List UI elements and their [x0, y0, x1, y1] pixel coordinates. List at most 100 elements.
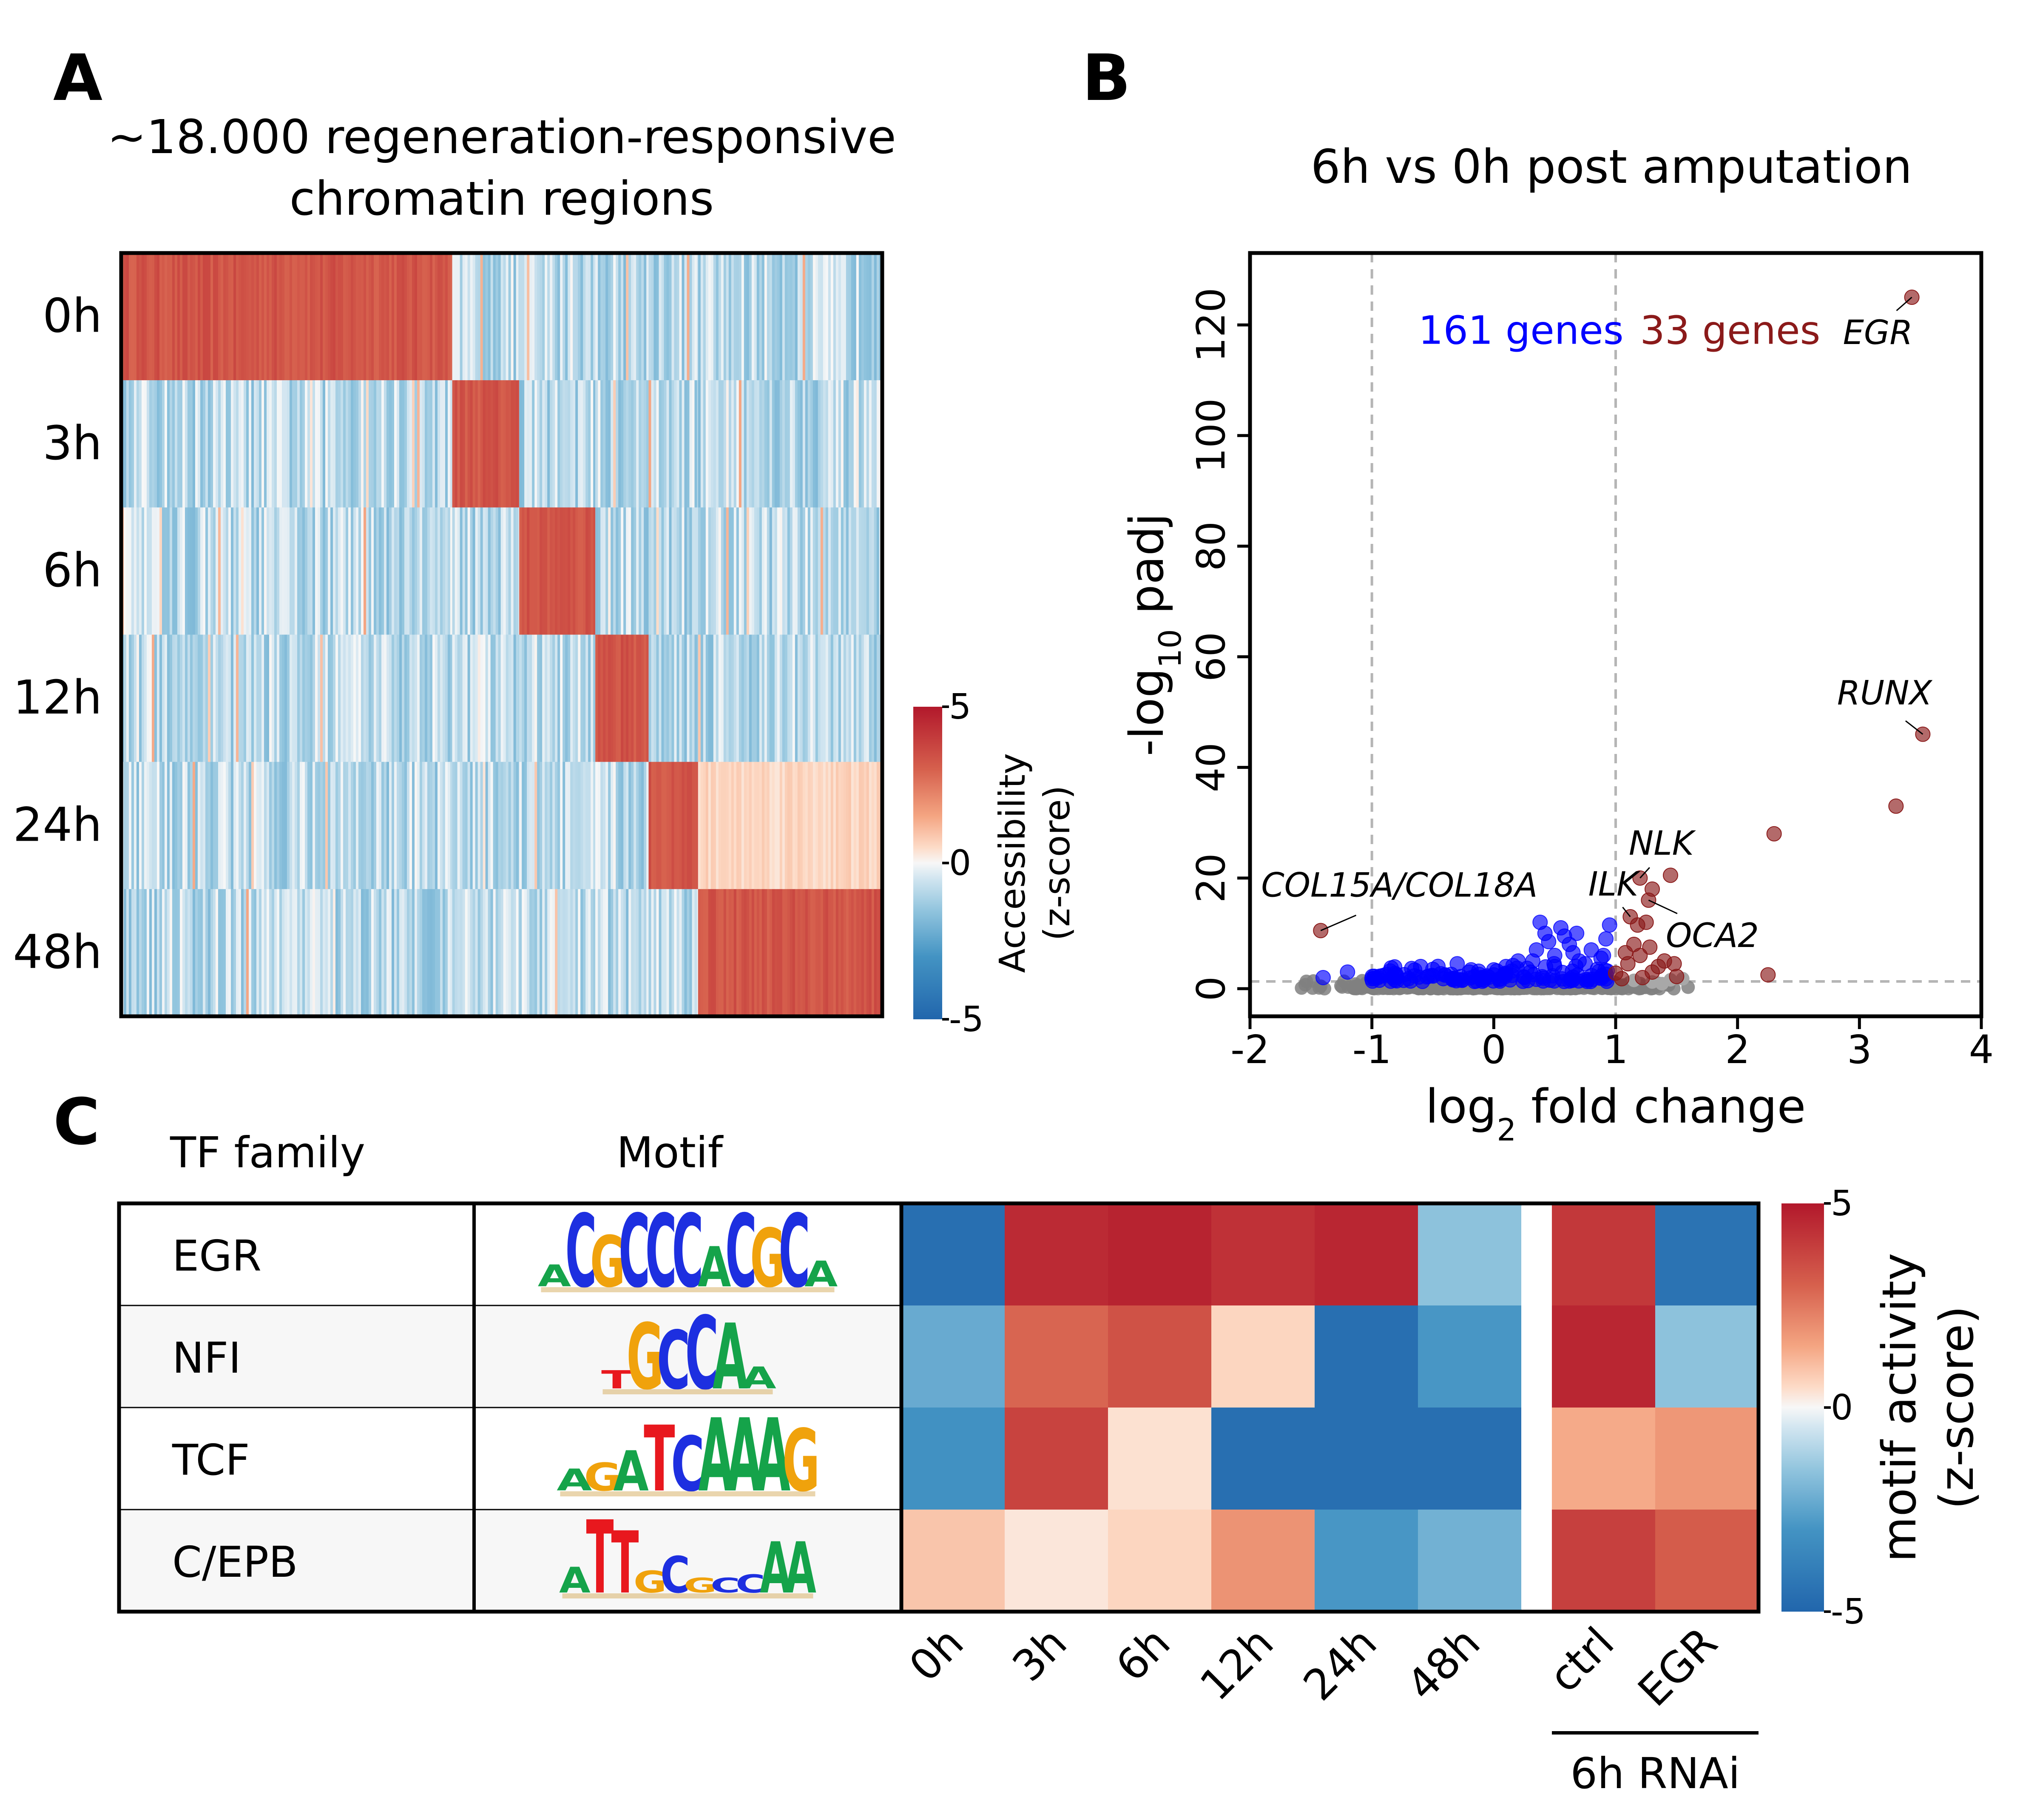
heatmap-a-stripe	[810, 253, 813, 381]
heatmap-a-stripe	[472, 762, 476, 890]
heatmap-a-stripe	[608, 889, 611, 1017]
heatmap-a-stripe	[440, 507, 443, 635]
heatmap-a-stripe	[297, 762, 300, 890]
heatmap-a-stripe	[856, 762, 859, 890]
heatmap-a-stripe	[488, 634, 491, 762]
heatmap-a-stripe	[623, 507, 626, 635]
heatmap-a-stripe	[585, 889, 588, 1017]
heatmap-a-stripe	[172, 889, 175, 1017]
heatmap-a-stripe	[805, 634, 808, 762]
heatmap-a-stripe	[664, 762, 667, 890]
heatmap-a-stripe	[460, 634, 463, 762]
heatmap-a-stripe	[739, 634, 742, 762]
heatmap-a-stripe	[162, 634, 165, 762]
heatmap-a-stripe	[802, 253, 806, 381]
heatmap-a-stripe	[221, 762, 224, 890]
down-count-label: 161 genes	[1418, 308, 1624, 353]
heatmap-a-stripe	[315, 889, 318, 1017]
heatmap-a-stripe	[457, 253, 460, 381]
heatmap-a-stripe	[467, 889, 471, 1017]
heatmap-a-stripe	[172, 380, 175, 508]
heatmap-a-stripe	[671, 889, 674, 1017]
heatmap-a-stripe	[208, 253, 211, 381]
heatmap-a-stripe	[274, 507, 277, 635]
heatmap-a-stripe	[472, 380, 476, 508]
heatmap-a-stripe	[279, 634, 282, 762]
heatmap-a-stripe	[267, 380, 270, 508]
heatmap-a-stripe	[767, 380, 770, 508]
heatmap-a-stripe	[330, 507, 333, 635]
heatmap-a-stripe	[256, 253, 259, 381]
heatmap-a-stripe	[328, 889, 331, 1017]
heatmap-a-stripe	[267, 507, 270, 635]
heatmap-a-stripe	[805, 507, 808, 635]
heatmap-a-stripe	[835, 889, 839, 1017]
heatmap-a-stripe	[613, 507, 616, 635]
heatmap-a-stripe	[666, 889, 669, 1017]
heatmap-a-stripe	[287, 889, 290, 1017]
heatmap-a-stripe	[792, 634, 795, 762]
heatmap-a-stripe	[661, 889, 664, 1017]
heatmap-a-stripe	[343, 380, 346, 508]
heatmap-a-stripe	[445, 762, 448, 890]
heatmap-a-stripe	[846, 380, 849, 508]
heatmap-a-stripe	[557, 380, 560, 508]
heatmap-a-stripe	[552, 507, 555, 635]
heatmap-a-stripe	[846, 889, 849, 1017]
heatmap-a-stripe	[295, 507, 298, 635]
heatmap-a-stripe	[555, 634, 558, 762]
heatmap-a-stripe	[726, 253, 729, 381]
heatmap-a-stripe	[159, 889, 162, 1017]
heatmap-a-stripe	[223, 889, 226, 1017]
heatmap-a-stripe	[297, 380, 300, 508]
heatmap-a-stripe	[636, 253, 639, 381]
heatmap-a-stripe	[341, 253, 344, 381]
heatmap-a-stripe	[838, 634, 841, 762]
heatmap-a-stripe	[676, 253, 679, 381]
heatmap-a-stripe	[430, 253, 433, 381]
heatmap-a-stripe	[318, 634, 321, 762]
motif-activity-cell	[1655, 1510, 1759, 1612]
heatmap-a-stripe	[175, 507, 178, 635]
heatmap-a-stripe	[519, 253, 522, 381]
heatmap-a-stripe	[284, 380, 287, 508]
heatmap-a-stripe	[203, 762, 206, 890]
heatmap-a-stripe	[708, 762, 711, 890]
heatmap-a-stripe	[427, 507, 430, 635]
heatmap-a-stripe	[412, 762, 415, 890]
heatmap-a-stripe	[175, 889, 178, 1017]
heatmap-a-stripe	[376, 889, 379, 1017]
heatmap-a-stripe	[500, 762, 504, 890]
heatmap-a-stripe	[205, 380, 208, 508]
heatmap-a-stripe	[182, 634, 185, 762]
heatmap-a-stripe	[580, 253, 583, 381]
heatmap-a-stripe	[282, 253, 285, 381]
heatmap-a-stripe	[835, 634, 839, 762]
heatmap-a-stripe	[815, 762, 818, 890]
heatmap-a-stripe	[524, 889, 527, 1017]
heatmap-a-stripe	[190, 762, 193, 890]
heatmap-a-stripe	[769, 889, 773, 1017]
heatmap-a-stripe	[488, 380, 491, 508]
heatmap-a-stripe	[448, 762, 451, 890]
heatmap-a-stripe	[147, 634, 150, 762]
panel-a: A ~18.000 regeneration-responsive chroma…	[13, 41, 1078, 1040]
heatmap-a-stripe	[636, 762, 639, 890]
heatmap-a-stripe	[557, 634, 560, 762]
heatmap-a-stripe	[210, 380, 213, 508]
heatmap-a-stripe	[513, 762, 517, 890]
heatmap-a-stripe	[784, 380, 788, 508]
heatmap-a-stripe	[728, 253, 732, 381]
point-down	[1547, 947, 1563, 963]
heatmap-a-stripe	[600, 762, 603, 890]
heatmap-a-stripe	[830, 253, 834, 381]
heatmap-a-stripe	[188, 762, 190, 890]
heatmap-a-stripe	[613, 253, 616, 381]
heatmap-a-stripe	[180, 507, 183, 635]
heatmap-a-stripe	[307, 889, 310, 1017]
heatmap-a-stripe	[626, 634, 629, 762]
motif-activity-cell	[1108, 1305, 1212, 1408]
heatmap-a-stripe	[381, 253, 384, 381]
heatmap-a-stripe	[853, 634, 857, 762]
heatmap-a-stripe	[511, 507, 514, 635]
